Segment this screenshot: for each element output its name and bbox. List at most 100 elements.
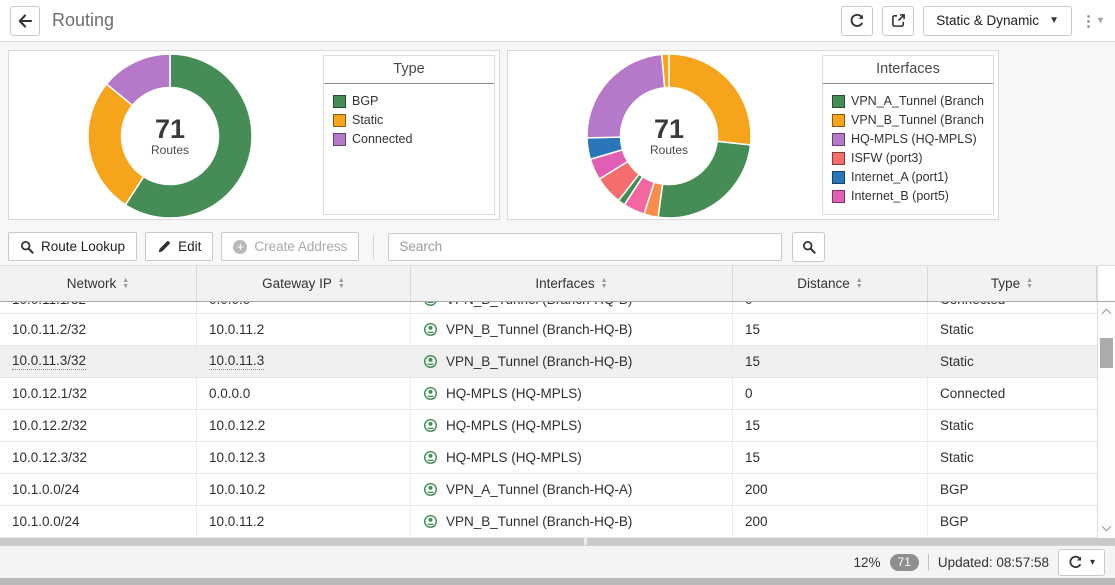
table-row[interactable]: 10.0.11.2/32 10.0.11.2 VPN_B_Tunnel (Bran… [0,314,1097,346]
table-row[interactable]: 10.0.12.1/32 0.0.0.0 HQ-MPLS (HQ-MPLS) 0 Co… [0,378,1097,410]
sort-icon: ▲ ▼ [600,277,608,290]
cell-distance: 15 [733,314,928,345]
sort-icon: ▲ ▼ [337,277,345,290]
cell-gateway-ip: 10.0.12.2 [197,410,411,441]
search-input[interactable] [388,232,783,261]
cell-network: 10.0.12.2/32 [0,410,197,441]
route-count-badge: 71 [889,553,919,571]
legend-item[interactable]: ISFW (port3) [832,149,984,168]
cell-gateway-ip: 0.0.0.0 [197,302,411,313]
cell-interfaces: VPN_B_Tunnel (Branch-HQ-B) [411,302,733,313]
page-title: Routing [52,10,115,30]
column-header-distance[interactable]: Distance ▲ ▼ [733,266,928,301]
updated-timestamp: Updated: 08:57:58 [937,554,1049,570]
donut-segment[interactable] [657,140,752,219]
cell-distance: 200 [733,474,928,505]
route-view-dropdown-value: Static & Dynamic [936,13,1040,28]
donut-segment[interactable] [105,53,171,107]
scroll-percent: 12% [853,554,881,570]
vertical-scrollbar[interactable] [1097,302,1115,538]
legend-item[interactable]: Connected [333,130,485,149]
open-in-window-button[interactable] [882,5,915,36]
route-lookup-button[interactable]: Route Lookup [8,232,138,261]
table-row[interactable]: 10.1.0.0/24 10.0.10.2 VPN_A_Tunnel (Branc… [0,474,1097,506]
legend-color-chip [333,114,346,127]
pencil-icon [158,240,171,252]
table-row[interactable]: 10.0.11.3/32 10.0.11.3 VPN_B_Tunnel (Bran… [0,346,1097,378]
legend-color-chip [832,95,845,108]
toolbar-divider [373,234,375,259]
interface-icon [423,514,438,529]
scrollbar-thumb[interactable] [1100,338,1113,368]
edit-button[interactable]: Edit [145,232,214,261]
table-toolbar: Route Lookup Edit + Create Address [0,228,1115,266]
search-icon [802,240,816,254]
legend-item-label: ISFW (port3) [851,151,923,165]
cell-type: Static [940,322,974,337]
legend-color-chip [832,152,845,165]
legend-item[interactable]: Internet_B (port5) [832,187,984,206]
scroll-up-icon[interactable] [1101,308,1112,319]
cell-gateway-ip: 10.0.11.3 [197,346,411,377]
legend-item[interactable]: HQ-MPLS (HQ-MPLS) [832,130,984,149]
horizontal-scrollbar[interactable] [0,538,1115,545]
legend-item-label: Internet_B (port5) [851,189,949,203]
create-address-button[interactable]: + Create Address [221,232,360,261]
cell-interfaces: HQ-MPLS (HQ-MPLS) [411,410,733,441]
legend-title: Interfaces [823,56,993,84]
header-filler [1097,266,1115,301]
legend-item-label: BGP [352,94,379,108]
table-row[interactable]: 10.1.0.0/24 10.0.11.2 VPN_B_Tunnel (Branc… [0,506,1097,538]
footer-divider [927,553,929,571]
back-button[interactable] [10,5,40,36]
cell-network: 10.0.12.1/32 [0,378,197,409]
legend-item[interactable]: VPN_A_Tunnel (Branch-… [832,92,984,111]
legend-item[interactable]: Internet_A (port1) [832,168,984,187]
cell-interfaces: HQ-MPLS (HQ-MPLS) [411,378,733,409]
sort-icon: ▲ ▼ [855,277,863,290]
legend-title: Type [324,56,494,84]
table-row[interactable]: 10.0.12.2/32 10.0.12.2 HQ-MPLS (HQ-MPLS) 1… [0,410,1097,442]
column-header-gateway-ip[interactable]: Gateway IP ▲ ▼ [197,266,411,301]
cell-type: Connected [928,302,1097,313]
interface-icon [423,450,438,465]
cell-type: BGP [940,514,969,529]
interface-icon [424,302,437,307]
donut-segment[interactable] [124,53,253,219]
cell-distance: 15 [733,442,928,473]
column-header-network[interactable]: Network ▲ ▼ [0,266,197,301]
legend-color-chip [832,171,845,184]
donut-segment[interactable] [668,53,752,146]
legend-color-chip [832,133,845,146]
legend-item[interactable]: VPN_B_Tunnel (Branch-… [832,111,984,130]
column-header-interfaces[interactable]: Interfaces ▲ ▼ [411,266,733,301]
auto-refresh-dropdown[interactable]: ▾ [1057,548,1105,576]
table-row[interactable]: 10.0.11.1/320.0.0.0 VPN_B_Tunnel (Branch… [0,302,1097,314]
interfaces-donut-chart[interactable] [584,51,754,221]
interface-icon [423,354,438,369]
chevron-down-icon: ▼ [1049,15,1059,26]
legend-item-label: VPN_B_Tunnel (Branch-… [851,113,984,127]
legend-item[interactable]: BGP [333,92,485,111]
cell-gateway-ip: 10.0.11.2 [197,506,411,537]
route-view-dropdown[interactable]: Static & Dynamic ▼ [923,5,1072,36]
interfaces-chart-panel: 71 Routes Interfaces VPN_A_Tunnel (Branc… [507,50,999,220]
more-options-menu[interactable]: ⋮ ▾ [1080,12,1103,30]
cell-network: 10.0.12.3/32 [0,442,197,473]
table-header: Network ▲ ▼ Gateway IP ▲ ▼ Interfaces ▲ ▼ D… [0,266,1115,302]
type-donut-chart[interactable] [85,51,255,221]
legend-item[interactable]: Static [333,111,485,130]
donut-segment[interactable] [586,53,666,139]
legend-item-label: Internet_A (port1) [851,170,949,184]
external-link-icon [891,14,905,27]
donut-segment[interactable] [660,53,670,89]
table-row[interactable]: 10.0.12.3/32 10.0.12.3 HQ-MPLS (HQ-MPLS) 1… [0,442,1097,474]
refresh-button[interactable] [841,5,874,36]
cell-network: 10.0.11.3/32 [0,346,197,377]
column-header-type[interactable]: Type ▲ ▼ [928,266,1097,301]
scroll-down-icon[interactable] [1101,521,1112,532]
top-bar: Routing Static & Dynamic ▼ ⋮ ▾ [0,0,1115,42]
search-button[interactable] [792,231,826,262]
legend-items: VPN_A_Tunnel (Branch-… VPN_B_Tunnel (Bran… [823,84,993,214]
cell-type: Connected [940,386,1006,401]
